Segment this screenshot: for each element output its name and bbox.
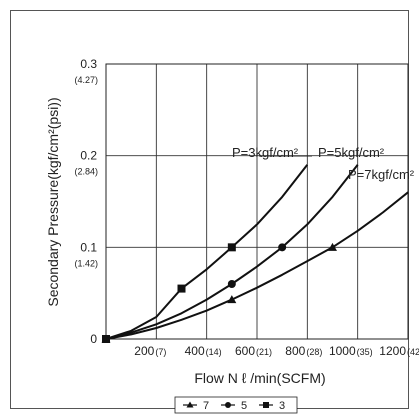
y-tick-sublabel: (2.84) bbox=[74, 167, 98, 177]
x-axis-title: Flow N ℓ /min(SCFM) bbox=[194, 370, 325, 386]
series-5-point bbox=[278, 243, 287, 252]
y-tick-label: 0.3 bbox=[80, 57, 97, 71]
y-tick-label: 0.1 bbox=[80, 240, 97, 254]
chart-frame bbox=[10, 10, 409, 409]
curve-annotations: P=3kgf/cm² P=5kgf/cm² P=7kgf/cm² bbox=[232, 145, 415, 182]
series-line-5 bbox=[105, 164, 359, 340]
legend-label-3: 3 bbox=[279, 400, 285, 412]
series-line-3 bbox=[105, 164, 309, 340]
legend-label-7: 7 bbox=[203, 400, 209, 412]
y-axis-title: Secondary Pressure(kgf/cm²(psi)) bbox=[45, 97, 61, 306]
x-tick-label: 1200 bbox=[379, 344, 406, 358]
legend-marker-5 bbox=[225, 402, 231, 408]
legend-marker-7 bbox=[186, 401, 194, 408]
x-tick-label: 1000 bbox=[329, 344, 356, 358]
x-tick-sublabel: (7) bbox=[155, 347, 166, 357]
legend-label-5: 5 bbox=[241, 400, 247, 412]
x-tick-sublabel: (28) bbox=[306, 347, 322, 357]
annotation-series-5: P=5kgf/cm² bbox=[318, 145, 385, 160]
series-7-point bbox=[227, 295, 237, 304]
series-line-7 bbox=[105, 191, 409, 340]
x-tick-sublabel: (35) bbox=[357, 347, 373, 357]
y-tick-sublabel: (1.42) bbox=[74, 258, 98, 268]
plot-area bbox=[105, 63, 409, 340]
y-tick-label: 0 bbox=[90, 332, 97, 346]
series-5-point bbox=[227, 280, 236, 288]
annotation-series-7: P=7kgf/cm² bbox=[348, 167, 415, 182]
series-7-point bbox=[328, 242, 337, 251]
curves bbox=[101, 164, 409, 343]
x-tick-label: 600 bbox=[235, 344, 255, 358]
x-tick-sublabel: (42) bbox=[407, 347, 419, 357]
x-tick-sublabel: (21) bbox=[256, 347, 272, 357]
x-tick-label: 200 bbox=[134, 344, 154, 358]
y-tick-label: 0.2 bbox=[80, 149, 97, 163]
legend-box bbox=[174, 396, 298, 414]
legend-marker-3 bbox=[263, 402, 269, 408]
x-tick-sublabel: (14) bbox=[206, 347, 222, 357]
annotation-series-3: P=3kgf/cm² bbox=[232, 145, 299, 160]
series-3-point bbox=[177, 284, 186, 293]
grid bbox=[106, 64, 408, 339]
x-tick-label: 800 bbox=[285, 344, 305, 358]
series-7-point bbox=[101, 334, 111, 343]
legend: 7 5 3 bbox=[174, 396, 298, 414]
tick-labels: 200 (7) 400 (14) 600 (21) 800 (28) 1000 (35) 1200(… bbox=[74, 57, 419, 358]
series-3-point bbox=[227, 243, 236, 252]
x-tick-label: 400 bbox=[185, 344, 205, 358]
y-tick-sublabel: (4.27) bbox=[74, 75, 98, 85]
